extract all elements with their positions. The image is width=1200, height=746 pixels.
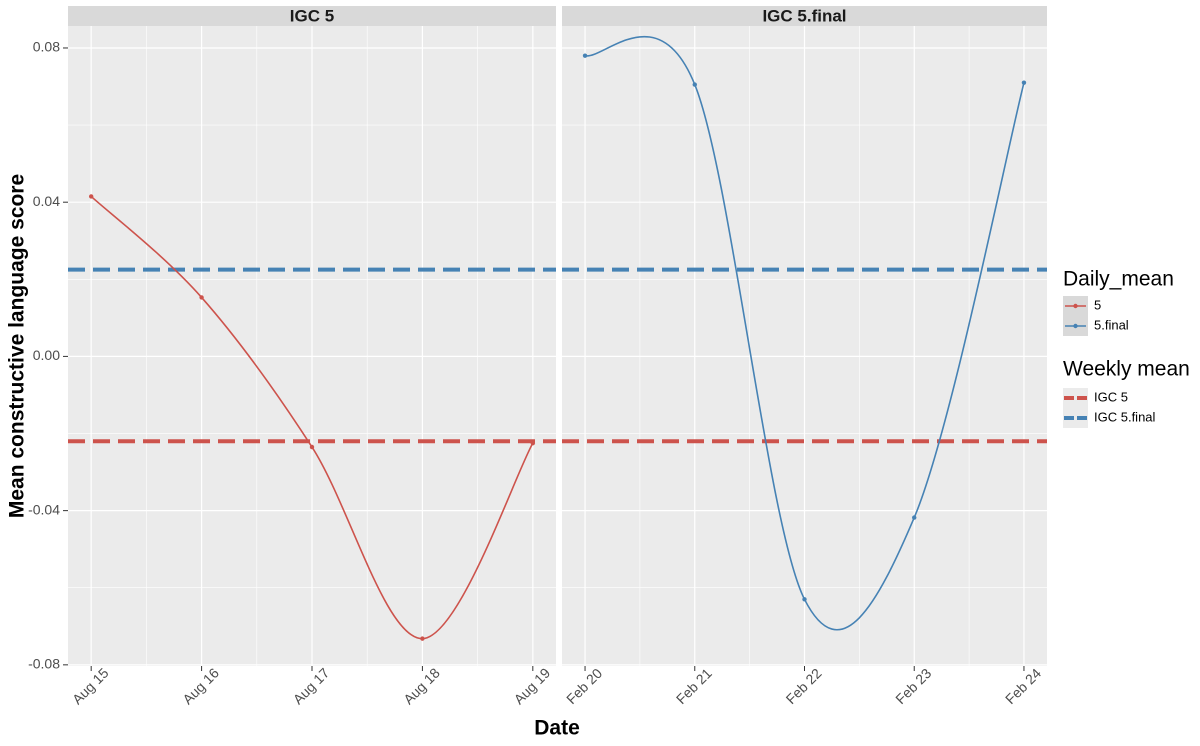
x-tick-label: Aug 16 [179, 665, 222, 708]
point [802, 597, 807, 602]
y-tick-label: 0.04 [33, 193, 60, 209]
point [582, 53, 588, 58]
point [692, 82, 697, 87]
x-tick-label: Aug 18 [400, 665, 443, 708]
point [1021, 80, 1027, 85]
point [309, 444, 315, 450]
strip-title: IGC 5.final [762, 6, 846, 25]
daily-mean-line [90, 195, 534, 640]
y-axis-title: Mean constructive language score [6, 174, 29, 518]
legend-label: IGC 5.final [1094, 409, 1156, 424]
point [88, 194, 94, 199]
legend-swatch [1073, 303, 1078, 309]
point [530, 440, 536, 446]
legend-key [1063, 388, 1088, 408]
legend-title: Daily_mean [1063, 268, 1174, 291]
strip [68, 6, 556, 26]
y-tick-label: 0.00 [33, 347, 60, 363]
strip-title: IGC 5 [290, 6, 334, 25]
x-tick-label: Feb 21 [673, 665, 715, 707]
x-tick-label: Aug 17 [290, 665, 333, 708]
y-tick-label: 0.08 [33, 39, 60, 55]
legend-swatch [1073, 323, 1078, 329]
x-tick-label: Feb 23 [892, 665, 934, 707]
point [420, 636, 425, 641]
point [199, 295, 204, 300]
x-tick-label: Feb 24 [1002, 665, 1044, 707]
legend-title: Weekly mean [1063, 358, 1190, 381]
legend-label: 5.final [1094, 317, 1129, 332]
x-axis-title: Date [534, 717, 580, 740]
legend-label: IGC 5 [1094, 389, 1128, 404]
x-tick-label: Feb 22 [783, 665, 825, 707]
y-tick-label: -0.08 [28, 656, 60, 672]
strip [562, 6, 1047, 26]
point [912, 515, 917, 520]
legend-label: 5 [1094, 297, 1101, 312]
x-tick-label: Aug 19 [511, 665, 554, 708]
y-tick-label: -0.04 [28, 501, 60, 517]
x-tick-label: Aug 15 [69, 665, 112, 708]
legend-key [1063, 408, 1088, 428]
x-tick-label: Feb 20 [563, 665, 605, 707]
